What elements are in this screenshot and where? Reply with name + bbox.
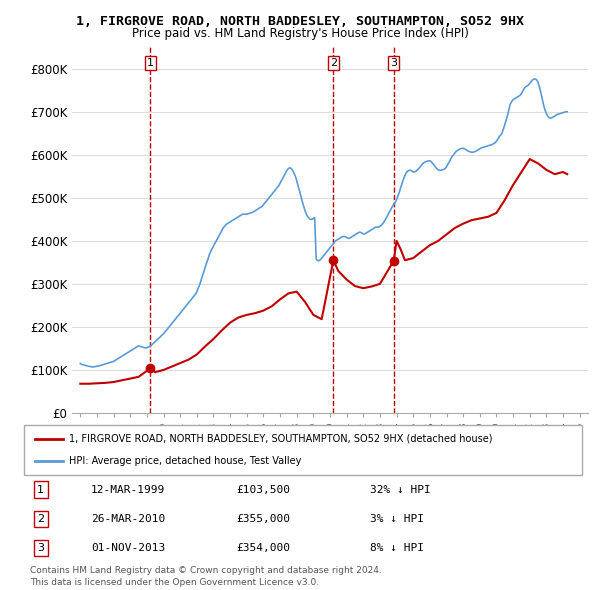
Text: 2: 2 <box>330 58 337 68</box>
Text: 1, FIRGROVE ROAD, NORTH BADDESLEY, SOUTHAMPTON, SO52 9HX: 1, FIRGROVE ROAD, NORTH BADDESLEY, SOUTH… <box>76 15 524 28</box>
Text: £354,000: £354,000 <box>236 543 290 553</box>
Text: 1: 1 <box>147 58 154 68</box>
Text: 3: 3 <box>390 58 397 68</box>
Text: HPI: Average price, detached house, Test Valley: HPI: Average price, detached house, Test… <box>68 456 301 466</box>
Text: Price paid vs. HM Land Registry's House Price Index (HPI): Price paid vs. HM Land Registry's House … <box>131 27 469 40</box>
FancyBboxPatch shape <box>24 425 582 475</box>
Text: 8% ↓ HPI: 8% ↓ HPI <box>370 543 424 553</box>
Text: 01-NOV-2013: 01-NOV-2013 <box>91 543 165 553</box>
Text: 2: 2 <box>37 514 44 524</box>
Text: 12-MAR-1999: 12-MAR-1999 <box>91 484 165 494</box>
Text: 3: 3 <box>37 543 44 553</box>
Text: This data is licensed under the Open Government Licence v3.0.: This data is licensed under the Open Gov… <box>30 578 319 587</box>
Text: 26-MAR-2010: 26-MAR-2010 <box>91 514 165 524</box>
Text: 1: 1 <box>37 484 44 494</box>
Text: 1, FIRGROVE ROAD, NORTH BADDESLEY, SOUTHAMPTON, SO52 9HX (detached house): 1, FIRGROVE ROAD, NORTH BADDESLEY, SOUTH… <box>68 434 492 444</box>
Text: £103,500: £103,500 <box>236 484 290 494</box>
Text: Contains HM Land Registry data © Crown copyright and database right 2024.: Contains HM Land Registry data © Crown c… <box>30 566 382 575</box>
Text: £355,000: £355,000 <box>236 514 290 524</box>
Text: 32% ↓ HPI: 32% ↓ HPI <box>370 484 431 494</box>
Text: 3% ↓ HPI: 3% ↓ HPI <box>370 514 424 524</box>
